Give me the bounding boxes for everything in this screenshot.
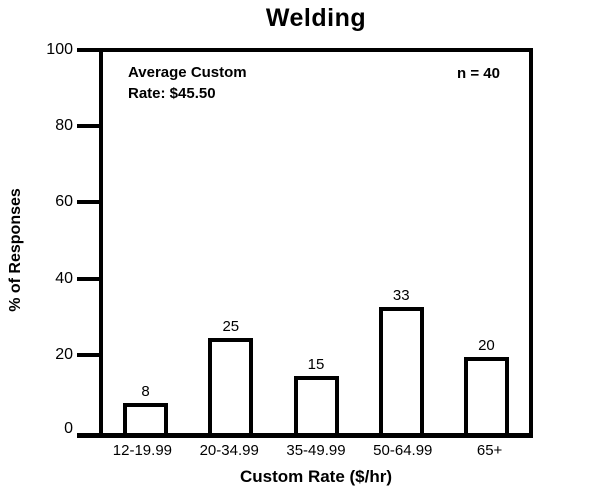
bars-container: 8 25 15 33 20 xyxy=(103,52,529,433)
plot-area: Average Custom Rate: $45.50 n = 40 8 25 15… xyxy=(46,41,533,438)
annotation-average-line1: Average Custom xyxy=(128,64,247,81)
bar-value-label: 33 xyxy=(392,287,410,305)
x-tick-label-65+: 65+ xyxy=(476,442,503,459)
bar-slot-3: 15 xyxy=(273,356,358,433)
bar-value-label: 20 xyxy=(478,336,495,354)
x-tick-labels: 12-19.99 20-34.99 35-49.99 50-64.99 65+ xyxy=(99,442,533,459)
y-tick-60 xyxy=(77,200,99,205)
x-tick-label-12-19.99: 12-19.99 xyxy=(112,442,172,459)
chart-title: Welding xyxy=(265,4,367,32)
y-tick-label-60: 60 xyxy=(55,193,73,211)
x-tick-label-20-34.99: 20-34.99 xyxy=(199,442,259,459)
bar-slot-4: 33 xyxy=(359,287,444,433)
y-tick-20 xyxy=(77,352,99,357)
bar-value-label: 25 xyxy=(222,317,240,335)
annotation-sample-size: n = 40 xyxy=(457,65,500,82)
bar-50-64.99 xyxy=(378,307,424,433)
y-tick-100 xyxy=(77,48,99,52)
y-tick-label-100: 100 xyxy=(46,41,73,58)
bar-35-49.99 xyxy=(293,375,339,433)
bar-65+ xyxy=(463,356,509,433)
x-axis-title: Custom Rate ($/hr) xyxy=(239,467,393,486)
y-tick-label-40: 40 xyxy=(55,269,73,287)
bar-value-label: 15 xyxy=(307,355,325,373)
bar-slot-2: 25 xyxy=(188,318,273,433)
annotation-average-rate: Average Custom Rate: $45.50 xyxy=(128,62,247,104)
x-tick-label-35-49.99: 35-49.99 xyxy=(286,442,346,459)
x-axis-baseline-extension xyxy=(77,433,105,438)
bar-slot-5: 20 xyxy=(444,337,529,433)
y-axis-title: % of Responses xyxy=(7,188,24,312)
bar-slot-1: 8 xyxy=(103,383,188,433)
y-tick-label-80: 80 xyxy=(55,117,73,135)
bar-value-label: 8 xyxy=(141,382,150,400)
y-tick-label-20: 20 xyxy=(55,345,73,363)
x-tick-label-50-64.99: 50-64.99 xyxy=(373,442,433,459)
bar-20-34.99 xyxy=(208,337,254,433)
y-tick-80 xyxy=(77,124,99,129)
y-tick-40 xyxy=(77,276,99,281)
bar-12-19.99 xyxy=(123,402,169,433)
y-tick-label-0: 0 xyxy=(64,420,73,437)
annotation-average-line2: Rate: $45.50 xyxy=(128,85,216,102)
